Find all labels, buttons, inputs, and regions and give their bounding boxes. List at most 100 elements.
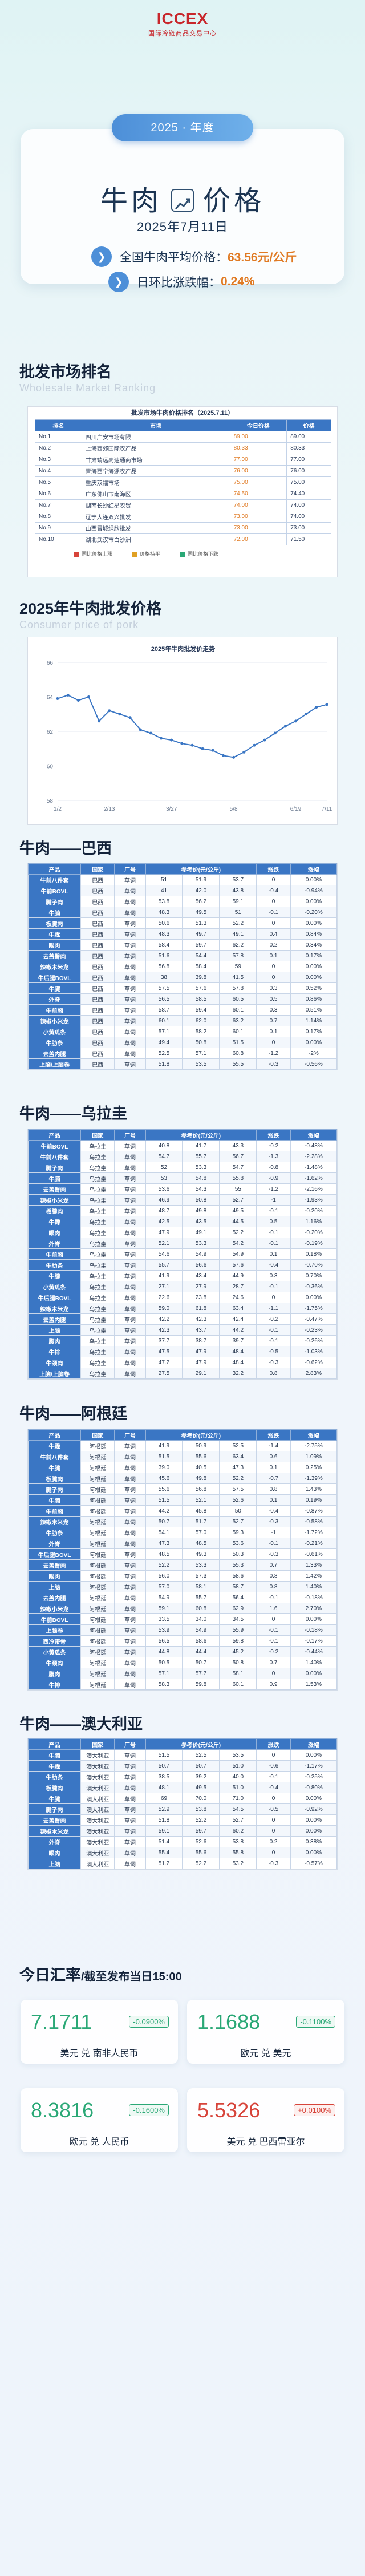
table-row: 牛排 阿根廷 草饲 58.3 59.8 60.1 0.9 1.53% [28, 1679, 337, 1690]
table-cell: 44.5 [219, 1216, 257, 1227]
table-row: 牛前胸 乌拉圭 草饲 54.6 54.9 54.9 0.1 0.18% [28, 1248, 337, 1260]
product-name: 西冷带骨 [28, 1635, 81, 1647]
table-cell: 32.2 [219, 1368, 257, 1379]
table-cell: 49.5 [182, 907, 220, 918]
table-cell: 49.1 [219, 928, 257, 940]
brazil-title: 牛肉——巴西 [19, 840, 112, 857]
fx-pair-label: 美元 兑 巴西雷亚尔 [226, 2137, 305, 2147]
product-name: 牛腩 [28, 1172, 81, 1184]
table-cell: 57.3 [182, 1570, 220, 1582]
table-row: 外脊 巴西 草饲 56.5 58.5 60.5 0.5 0.86% [28, 993, 337, 1005]
table-cell: 58.5 [182, 993, 220, 1005]
table-cell: 0.18% [290, 1248, 337, 1260]
table-cell: -0.1 [256, 1335, 291, 1346]
title-left: 牛肉 [100, 186, 162, 216]
table-cell: 52.7 [219, 1516, 257, 1527]
table-row: 牛腩 乌拉圭 草饲 53 54.8 55.8 -0.9 -1.62% [28, 1172, 337, 1184]
table-cell: 巴西 [80, 1015, 115, 1026]
table-cell: 草饲 [114, 1505, 146, 1517]
product-name: 牛腩 [28, 907, 81, 918]
table-cell: 草饲 [114, 917, 146, 929]
table-cell: 0.1 [256, 1494, 291, 1506]
product-name: 小黄瓜条 [28, 1646, 81, 1657]
table-cell: -1.4 [256, 1440, 291, 1451]
product-name: 辣椒木米龙 [28, 1825, 81, 1837]
table-cell: -0.87% [290, 1505, 337, 1517]
table-cell: 0.8 [256, 1368, 291, 1379]
table-row: 外脊 阿根廷 草饲 47.3 48.5 53.6 -0.1 -0.21% [28, 1538, 337, 1549]
table-cell: 草饲 [114, 972, 146, 983]
price-table: 产品 国家 厂号 参考价(元/公斤) 涨跌 涨幅 牛前八件套 巴西 草饲 51 51.9 53.7 0 0… [28, 863, 337, 1070]
table-cell: -0.44% [290, 1646, 337, 1657]
table-cell: 52.7 [219, 1814, 257, 1826]
table-cell: 55.4 [145, 1847, 183, 1858]
table-cell: 阿根廷 [80, 1440, 115, 1451]
table-cell: 23.8 [182, 1292, 220, 1303]
table-cell: -0.20% [290, 1205, 337, 1216]
table-cell: 乌拉圭 [80, 1368, 115, 1379]
fx-pair-label: 欧元 兑 美元 [240, 2049, 291, 2059]
table-header-row: 产品 国家 厂号 参考价(元/公斤) 涨跌 涨幅 [28, 1129, 337, 1141]
table-cell: 草饲 [114, 1058, 146, 1070]
data-point [76, 699, 80, 702]
table-cell: 53.7 [219, 874, 257, 885]
table-row: 眼肉 巴西 草饲 58.4 59.7 62.2 0.2 0.34% [28, 939, 337, 951]
product-name: 板腱肉 [28, 1205, 81, 1216]
table-cell: 巴西 [80, 1048, 115, 1059]
table-cell: 51.0 [219, 1760, 257, 1772]
table-cell: 草饲 [114, 1581, 146, 1592]
table-cell: 乌拉圭 [80, 1248, 115, 1260]
table-cell: 70.0 [182, 1793, 220, 1804]
data-point [98, 719, 101, 723]
table-cell: 0.4 [256, 928, 291, 940]
table-cell: 澳大利亚 [80, 1771, 115, 1782]
header-cell: 涨跌 [256, 1129, 291, 1141]
table-cell: 0 [256, 1668, 291, 1679]
table-row: 板腱肉 巴西 草饲 50.6 51.3 52.2 0 0.00% [28, 917, 337, 929]
table-cell: 草饲 [114, 1015, 146, 1026]
table-cell: 阿根廷 [80, 1679, 115, 1690]
table-cell: 0.5 [256, 993, 291, 1005]
table-cell: 草饲 [114, 1440, 146, 1451]
product-name: 腱子肉 [28, 1162, 81, 1173]
header-cell: 厂号 [114, 1129, 146, 1141]
table-cell: -0.1 [256, 1624, 291, 1636]
table-cell: 草饲 [114, 1451, 146, 1462]
table-cell: 55.7 [182, 1151, 220, 1162]
table-cell: 草饲 [114, 1346, 146, 1357]
table-cell: 38.5 [145, 1771, 183, 1782]
table-cell: 51.4 [145, 1836, 183, 1847]
table-cell: 58.7 [145, 1004, 183, 1016]
data-point [294, 719, 298, 723]
y-tick-label: 66 [47, 660, 54, 666]
product-name: 辣椒小米龙 [28, 1194, 81, 1206]
table-cell: -0.62% [290, 1357, 337, 1368]
product-name: 牛腩 [28, 1749, 81, 1761]
table-cell: 阿根廷 [80, 1548, 115, 1560]
ranking-cell: 湖北武汉市白沙洲 [81, 533, 230, 545]
table-cell: -1.03% [290, 1346, 337, 1357]
product-name: 牛前BOVL [28, 1140, 81, 1151]
table-cell: 50.7 [182, 1657, 220, 1668]
table-cell: 60.8 [182, 1603, 220, 1614]
table-row: 牛前八件套 阿根廷 草饲 51.5 55.6 63.4 0.6 1.09% [28, 1451, 337, 1462]
table-cell: -0.1 [256, 1281, 291, 1292]
table-cell: 草饲 [114, 1368, 146, 1379]
ranking-cell: 72.00 [229, 533, 287, 545]
header-cell: 参考价(元/公斤) [145, 1429, 257, 1441]
table-row: 小黄瓜条 阿根廷 草饲 44.8 44.4 45.2 -0.2 -0.44% [28, 1646, 337, 1657]
table-cell: 巴西 [80, 885, 115, 896]
table-row: 牛霖 巴西 草饲 48.3 49.7 49.1 0.4 0.84% [28, 928, 337, 940]
table-cell: 47.5 [145, 1346, 183, 1357]
product-name: 牛腱 [28, 1462, 81, 1473]
ranking-image: 批发市场牛肉价格排名（2025.7.11） 排名 市场 今日价格 价格 No.1 四川广… [27, 406, 338, 577]
ranking-cell: 74.00 [286, 499, 331, 511]
table-cell: 51.6 [145, 950, 183, 961]
table-row: 辣椒木米龙 澳大利亚 草饲 59.1 59.7 60.2 0 0.00% [28, 1825, 337, 1837]
header-cell: 产品 [28, 863, 81, 875]
ranking-cell: No.9 [35, 522, 82, 534]
logo-mark: ICCEX [156, 10, 209, 27]
table-cell: -0.1 [256, 1324, 291, 1336]
product-name: 外脊 [28, 993, 81, 1005]
table-cell: 阿根廷 [80, 1668, 115, 1679]
